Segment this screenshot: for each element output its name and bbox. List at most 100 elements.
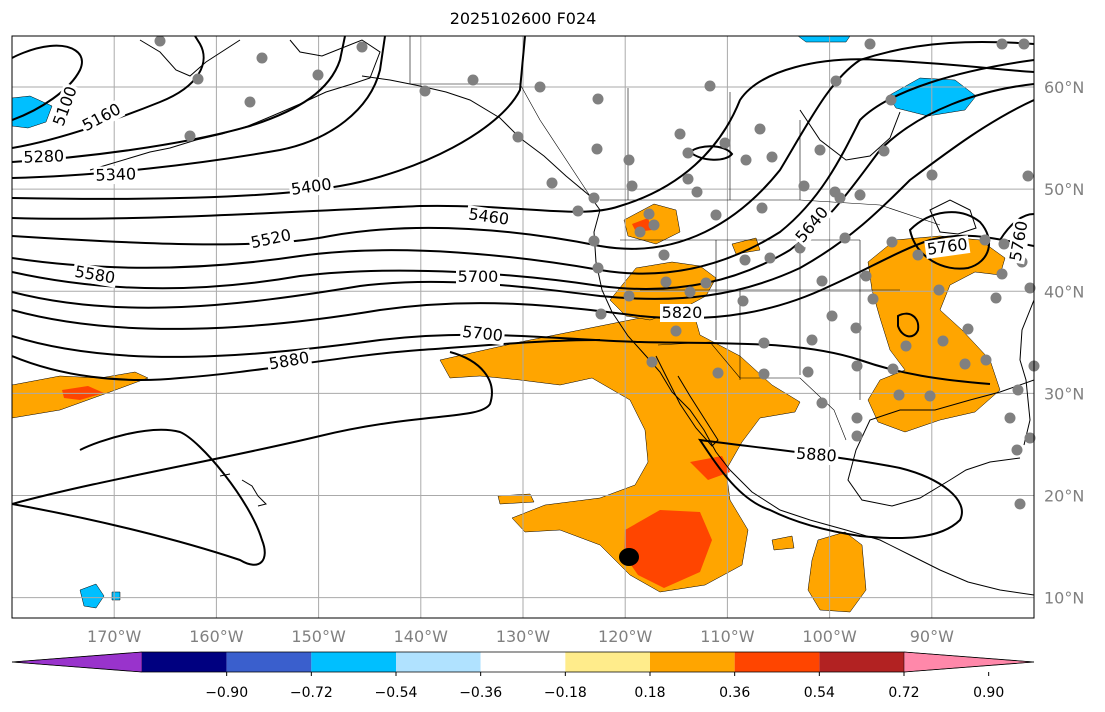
station-dot [312,69,324,81]
station-dot [851,430,863,442]
contour-5460 [12,58,1034,220]
station-dot [962,323,974,335]
station-dot [1011,444,1023,456]
colorbar-segment [480,652,566,672]
station-dot [1012,384,1024,396]
station-dot [356,41,368,53]
station-dot [623,290,635,302]
station-dot [878,145,890,157]
station-dot [643,208,655,220]
colorbar-extend-low [11,651,143,673]
lat-tick-label: 10°N [1044,589,1084,608]
station-dot [592,93,604,105]
station-dot [996,38,1008,50]
contour-label-bg [465,205,512,230]
anomaly-region-positive [497,493,535,505]
gulf-coast [847,379,1034,507]
station-dot [850,322,862,334]
anomaly-region-negative [111,591,121,601]
lon-tick-label: 90°W [910,627,954,646]
contour-5340 [12,36,386,179]
station-dot [682,147,694,159]
station-dot [1024,282,1036,294]
station-dot [184,130,196,142]
station-dot [588,192,600,204]
colorbar-tick-label: 0.54 [804,685,835,701]
contour-label-bg [288,175,335,200]
contour-label: 5280 [23,146,64,166]
station-dot [546,177,558,189]
station-dot [806,334,818,346]
station-dot [860,270,872,282]
station-dot [691,186,703,198]
contour-label-bg [71,262,119,288]
colorbar-segment [311,652,396,672]
colorbar-tick-label: 0.90 [973,685,1004,701]
alaska-west-coast [139,39,241,77]
anomaly-region-strong [624,510,712,588]
contour-5580 [12,59,1034,275]
anomaly-region-positive [439,299,801,593]
station-markers [154,35,1040,510]
station-dot [670,325,682,337]
east-coast [1019,299,1034,446]
station-dot [623,154,635,166]
contour-label-bg [459,322,506,346]
contour-label: 5100 [49,84,81,129]
station-dot [1024,432,1036,444]
station-dot [512,131,524,143]
station-dot [467,74,479,86]
contour-closed-low [688,145,734,161]
station-dot [839,232,851,244]
contour-label-bg [456,268,500,286]
station-dot [419,85,431,97]
contour-label-bg [924,235,971,260]
contour-5760 [12,234,1034,330]
station-dot [758,337,770,349]
map-frame [11,35,1035,619]
contour-5760-lakes [908,211,990,270]
station-dot [682,173,694,185]
contour-5160 [12,36,205,149]
station-dot [646,356,658,368]
contour-label-bg [660,304,704,322]
station-dot [980,354,992,366]
hudson-bay [799,109,901,161]
alaska-gulf-coast [361,75,601,211]
colorbar-tick-label: −0.90 [205,685,248,701]
colorbar-tick-label: 0.36 [719,685,750,701]
map-title: 2025102600 F024 [449,9,597,28]
station-dot [739,254,751,266]
station-dot [1018,38,1030,50]
station-dot [851,412,863,424]
contour-5100 [12,44,83,121]
contour-label: 5700 [461,322,503,345]
colorbar-segment [650,652,735,672]
lon-tick-label: 150°W [291,627,346,646]
station-dot [658,249,670,261]
station-dot [634,226,646,238]
station-dot [816,275,828,287]
colorbar-segment [142,652,227,672]
mexico-west-coast [715,451,1034,596]
great-lakes [929,199,977,235]
contour-label-bg [793,444,839,466]
lon-tick-label: 130°W [496,627,551,646]
station-dot [592,262,604,274]
station-dot [684,286,696,298]
contour-label-bg [49,82,82,131]
colorbar [11,651,1035,673]
gridlines [12,36,1034,618]
colorbar-tick-label: −0.72 [290,685,333,701]
anomaly-fills [12,36,1006,613]
station-dot [854,189,866,201]
colorbar-segment [565,652,650,672]
station-dot [933,284,945,296]
us-states [620,239,900,400]
contour-label: 5880 [795,444,837,466]
contour-label-bg [93,165,139,185]
longitude-axis: 170°W 160°W 150°W 140°W 130°W 120°W 110°W 100°W… [87,627,954,646]
station-dot [924,390,936,402]
anomaly-region-negative [797,36,851,43]
